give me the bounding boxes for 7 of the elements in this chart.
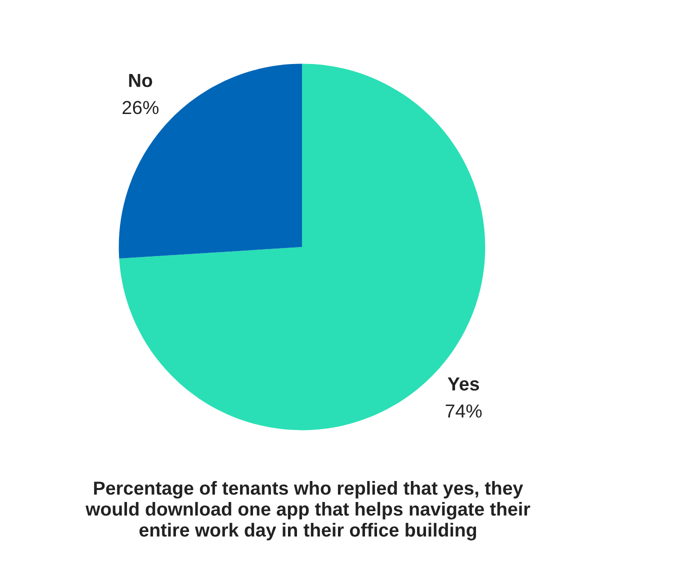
slice-label: No bbox=[129, 74, 152, 88]
data-label: 26% bbox=[122, 100, 159, 114]
slice-label: Yes bbox=[448, 378, 479, 391]
pie-slice bbox=[119, 64, 486, 430]
text: Percentage of tenants who replied that yes, they would download one app that helps navigate their entire work day in their office building bbox=[86, 481, 530, 540]
data-label: 74% bbox=[446, 404, 482, 418]
pie-slice bbox=[118, 64, 302, 259]
